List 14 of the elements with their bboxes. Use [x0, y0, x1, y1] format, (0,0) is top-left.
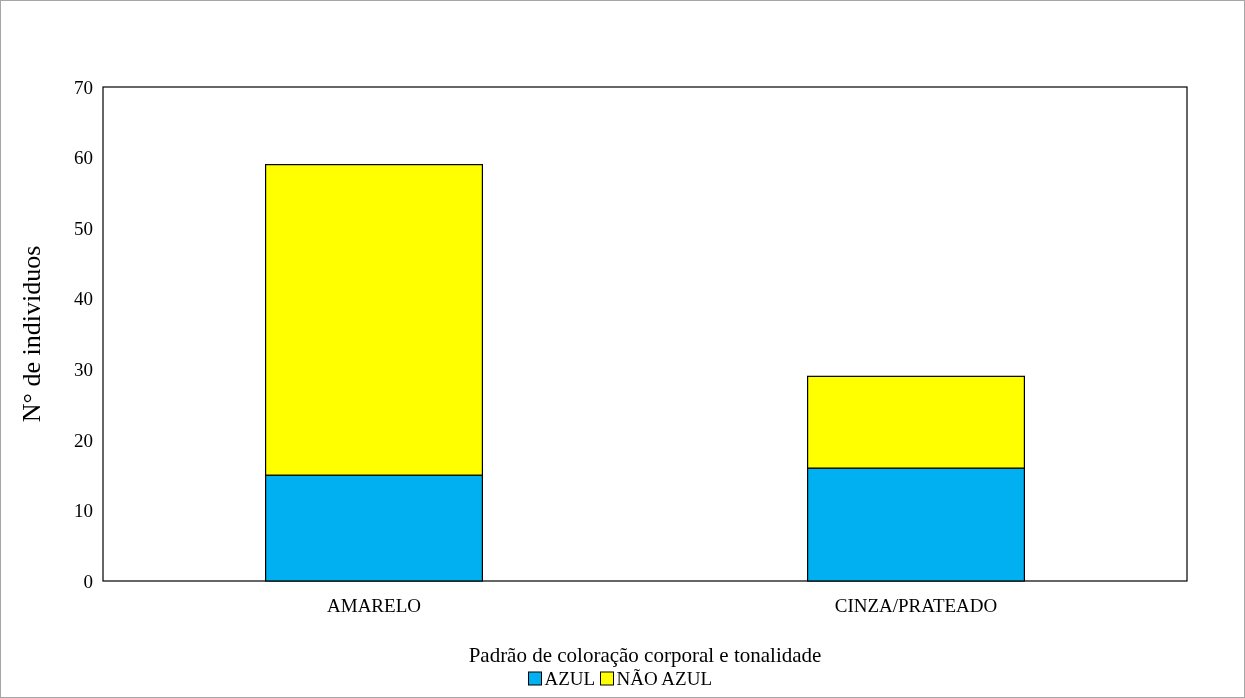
y-tick-label: 30: [74, 358, 93, 380]
y-tick-label: 60: [74, 147, 93, 169]
y-tick-label: 50: [74, 217, 93, 239]
y-tick-label: 70: [74, 76, 93, 98]
legend-label: NÃO AZUL: [616, 668, 713, 689]
y-axis-title: N° de individuos: [17, 245, 46, 423]
y-tick-label: 0: [83, 570, 93, 592]
x-axis-title: Padrão de coloração corporal e tonalidade: [468, 643, 822, 667]
x-tick-label: AMARELO: [327, 595, 421, 616]
y-tick-label: 40: [74, 288, 93, 310]
y-tick-label: 10: [74, 500, 93, 522]
legend-label: AZUL: [544, 668, 596, 689]
x-tick-label: CINZA/PRATEADO: [834, 595, 998, 616]
y-tick-label: 20: [74, 429, 93, 451]
